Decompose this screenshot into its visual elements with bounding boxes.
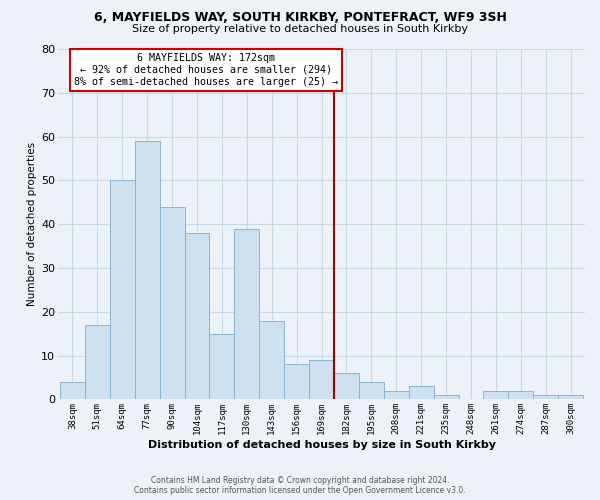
Bar [359, 382, 384, 400]
Bar [334, 373, 359, 400]
Bar [508, 390, 533, 400]
Bar [384, 390, 409, 400]
Bar [309, 360, 334, 400]
Y-axis label: Number of detached properties: Number of detached properties [27, 142, 37, 306]
Bar [259, 320, 284, 400]
Bar [135, 141, 160, 400]
Bar [160, 206, 185, 400]
Bar [533, 395, 558, 400]
Bar [60, 382, 85, 400]
Text: 6 MAYFIELDS WAY: 172sqm
← 92% of detached houses are smaller (294)
8% of semi-de: 6 MAYFIELDS WAY: 172sqm ← 92% of detache… [74, 54, 338, 86]
Bar [484, 390, 508, 400]
Bar [284, 364, 309, 400]
Bar [409, 386, 434, 400]
Bar [85, 325, 110, 400]
Bar [434, 395, 458, 400]
Bar [185, 233, 209, 400]
X-axis label: Distribution of detached houses by size in South Kirkby: Distribution of detached houses by size … [148, 440, 496, 450]
Bar [558, 395, 583, 400]
Bar [235, 228, 259, 400]
Bar [110, 180, 135, 400]
Bar [209, 334, 235, 400]
Text: 6, MAYFIELDS WAY, SOUTH KIRKBY, PONTEFRACT, WF9 3SH: 6, MAYFIELDS WAY, SOUTH KIRKBY, PONTEFRA… [94, 11, 506, 24]
Text: Size of property relative to detached houses in South Kirkby: Size of property relative to detached ho… [132, 24, 468, 34]
Text: Contains HM Land Registry data © Crown copyright and database right 2024.
Contai: Contains HM Land Registry data © Crown c… [134, 476, 466, 495]
